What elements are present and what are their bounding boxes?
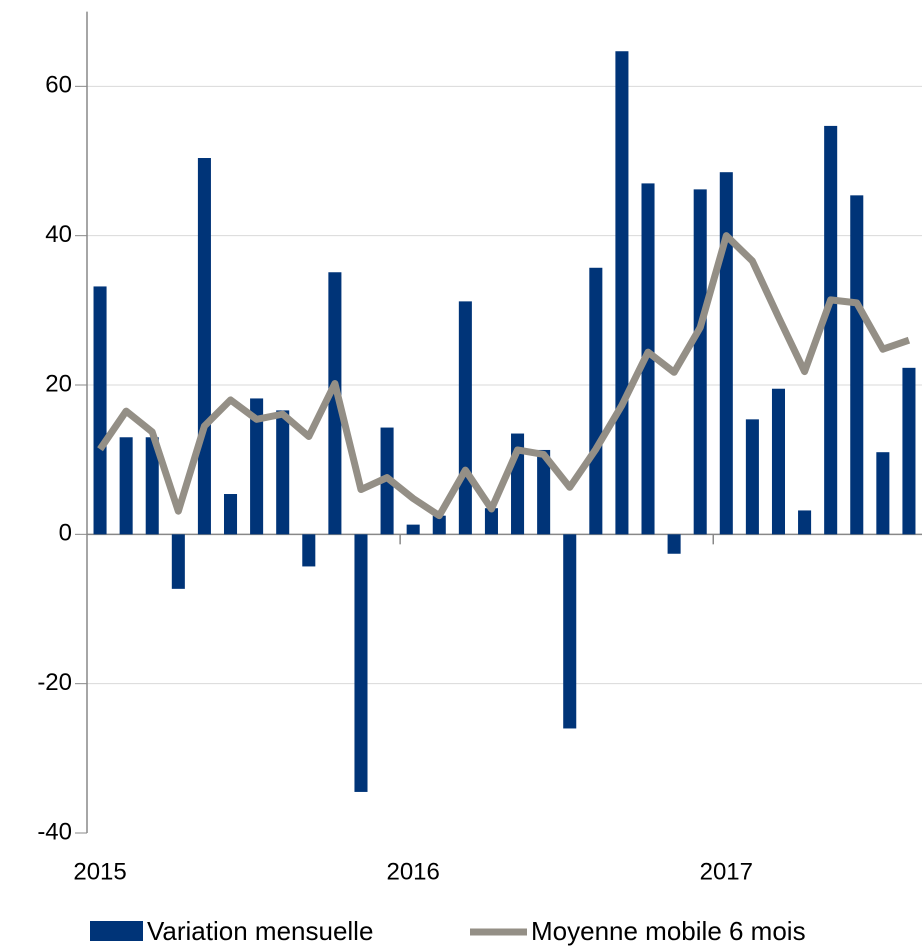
y-tick-label: 60 bbox=[45, 72, 72, 99]
legend-label: Variation mensuelle bbox=[147, 916, 373, 946]
x-tick-label: 2016 bbox=[386, 858, 439, 885]
legend-label: Moyenne mobile 6 mois bbox=[531, 916, 806, 946]
bar bbox=[537, 449, 551, 535]
bar bbox=[484, 508, 498, 535]
legend-swatch bbox=[90, 921, 143, 941]
bar bbox=[589, 267, 603, 535]
bar bbox=[850, 195, 864, 535]
bar bbox=[432, 515, 446, 535]
bar bbox=[171, 534, 185, 589]
bar bbox=[354, 534, 368, 792]
y-tick-label: 40 bbox=[45, 221, 72, 248]
bar bbox=[563, 534, 577, 729]
line bbox=[97, 232, 911, 520]
bar bbox=[771, 388, 786, 535]
bar bbox=[667, 534, 681, 554]
bar bbox=[223, 494, 238, 535]
bar bbox=[145, 437, 159, 535]
bar bbox=[93, 286, 107, 535]
bar bbox=[876, 452, 890, 535]
bar bbox=[119, 437, 133, 535]
bar bbox=[458, 301, 472, 535]
bar bbox=[902, 367, 916, 535]
bar bbox=[798, 510, 812, 535]
bar bbox=[197, 158, 211, 535]
bar bbox=[824, 125, 838, 535]
x-tick-label: 2017 bbox=[700, 858, 753, 885]
bar bbox=[745, 419, 759, 535]
bar bbox=[406, 524, 420, 535]
bar bbox=[693, 189, 707, 535]
bar bbox=[302, 534, 316, 567]
bar bbox=[276, 410, 290, 535]
y-tick-label: 0 bbox=[59, 520, 72, 547]
y-tick-label: 20 bbox=[45, 370, 72, 397]
bar bbox=[328, 272, 342, 535]
x-tick-label: 2015 bbox=[73, 858, 126, 885]
bar bbox=[250, 398, 264, 535]
bar bbox=[719, 172, 733, 535]
y-tick-label: -20 bbox=[37, 669, 72, 696]
bar bbox=[615, 51, 629, 535]
y-tick-label: -40 bbox=[37, 818, 72, 845]
